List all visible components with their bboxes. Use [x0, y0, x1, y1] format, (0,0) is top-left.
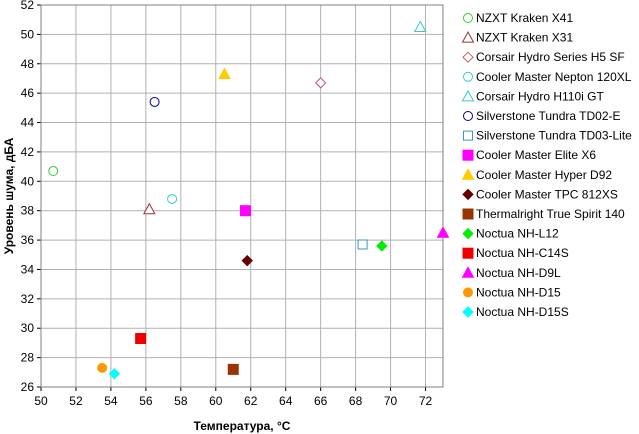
legend-label: Cooler Master Hyper D92	[476, 168, 612, 182]
legend-marker	[461, 89, 475, 102]
data-point	[149, 96, 160, 107]
data-point	[413, 20, 427, 33]
plot-border	[40, 4, 444, 388]
legend-label: Noctua NH-C14S	[476, 246, 569, 260]
data-point	[314, 77, 327, 89]
legend-label: NZXT Kraken X41	[476, 11, 573, 25]
legend-label: Thermalright True Spirit 140	[476, 207, 625, 221]
y-tick-label: 30	[21, 321, 35, 335]
data-point	[376, 240, 388, 252]
legend: NZXT Kraken X41 NZXT Kraken X31 Corsair Hy…	[461, 11, 632, 319]
x-tick-label: 68	[349, 394, 363, 408]
y-tick-label: 48	[21, 57, 35, 71]
legend-marker	[463, 111, 473, 121]
x-tick-label: 64	[279, 394, 293, 408]
legend-item: Cooler Master Hyper D92	[461, 168, 612, 182]
legend-item: Noctua NH-D15	[463, 285, 561, 299]
legend-label: Cooler Master Nepton 120XL	[476, 70, 632, 84]
legend-item: Cooler Master TPC 812XS	[462, 187, 618, 201]
legend-label: Cooler Master TPC 812XS	[476, 187, 618, 201]
data-point	[227, 363, 239, 375]
legend-item: Cooler Master Elite X6	[462, 148, 596, 162]
y-tick-label: 32	[21, 292, 35, 306]
legend-item: Noctua NH-D15S	[462, 305, 569, 319]
legend-label: Corsair Hydro Series H5 SF	[476, 50, 625, 64]
legend-item: Thermalright True Spirit 140	[462, 207, 625, 221]
legend-label: NZXT Kraken X31	[476, 31, 573, 45]
legend-label: Silverstone Tundra TD02-E	[476, 109, 621, 123]
legend-item: NZXT Kraken X41	[463, 11, 573, 25]
data-point	[218, 67, 231, 80]
y-tick-label: 36	[21, 233, 35, 247]
legend-item: Noctua NH-D9L	[461, 266, 561, 280]
legend-item: Silverstone Tundra TD03-Lite	[463, 129, 632, 143]
x-tick-label: 54	[104, 394, 118, 408]
legend-marker	[461, 266, 475, 278]
legend-marker	[462, 208, 474, 220]
x-tick-label: 58	[174, 394, 188, 408]
legend-label: Silverstone Tundra TD03-Lite	[476, 129, 632, 143]
x-tick-label: 66	[314, 394, 328, 408]
legend-item: Corsair Hydro Series H5 SF	[462, 50, 625, 64]
legend-label: Noctua NH-D15S	[476, 305, 569, 319]
legend-marker	[462, 306, 474, 318]
y-axis-ticks: 26 28 30 32 34 36 38 40 42 44 46 48 50 52	[21, 0, 41, 394]
legend-label: Corsair Hydro H110i GT	[476, 89, 604, 103]
legend-item: Noctua NH-L12	[462, 227, 559, 241]
x-axis-ticks: 50 52 54 56 58 60 62 64 66 68 70 72	[34, 387, 433, 408]
legend-item: NZXT Kraken X31	[461, 31, 573, 45]
x-tick-label: 60	[209, 394, 223, 408]
legend-marker	[463, 71, 473, 82]
x-tick-label: 62	[244, 394, 258, 408]
data-point	[97, 362, 108, 373]
y-tick-label: 28	[21, 351, 35, 365]
y-axis-title: Уровень шума, дБА	[2, 137, 16, 254]
x-tick-label: 70	[384, 394, 398, 408]
legend-marker	[461, 168, 475, 180]
data-point	[167, 193, 178, 204]
y-tick-label: 34	[21, 262, 35, 276]
legend-item: Cooler Master Nepton 120XL	[463, 70, 632, 84]
x-tick-label: 72	[419, 394, 433, 408]
legend-marker	[463, 130, 473, 141]
x-tick-label: 56	[139, 394, 153, 408]
legend-label: Cooler Master Elite X6	[476, 148, 596, 162]
plot-area	[41, 5, 443, 387]
legend-marker	[461, 31, 475, 43]
legend-item: Noctua NH-C14S	[462, 246, 569, 260]
legend-marker	[463, 287, 473, 298]
legend-marker	[462, 149, 474, 161]
legend-marker	[462, 247, 474, 259]
data-point	[241, 254, 253, 267]
data-point	[135, 333, 147, 345]
x-axis-title: Температура, °C	[194, 419, 291, 433]
legend-label: Noctua NH-L12	[476, 227, 559, 241]
y-tick-label: 44	[21, 116, 35, 130]
legend-marker	[462, 188, 474, 201]
data-point	[357, 239, 368, 250]
y-tick-label: 46	[21, 86, 35, 100]
data-point	[239, 205, 251, 217]
data-point	[436, 226, 450, 238]
legend-marker	[462, 227, 474, 240]
legend-label: Noctua NH-D9L	[476, 266, 561, 280]
x-tick-label: 52	[69, 394, 83, 408]
y-tick-label: 40	[21, 174, 35, 188]
legend-label: Noctua NH-D15	[476, 285, 561, 299]
data-point	[108, 368, 121, 380]
y-tick-label: 52	[21, 0, 35, 12]
y-tick-label: 38	[21, 204, 35, 218]
legend-marker	[462, 51, 474, 63]
data-point	[48, 166, 59, 177]
y-tick-label: 50	[21, 27, 35, 41]
legend-item: Corsair Hydro H110i GT	[461, 89, 604, 103]
data-points	[48, 20, 450, 380]
x-tick-label: 50	[34, 394, 48, 408]
y-tick-label: 42	[21, 145, 35, 159]
legend-marker	[463, 13, 473, 23]
y-tick-label: 26	[21, 380, 35, 394]
data-point	[143, 202, 156, 215]
legend-item: Silverstone Tundra TD02-E	[463, 109, 621, 123]
